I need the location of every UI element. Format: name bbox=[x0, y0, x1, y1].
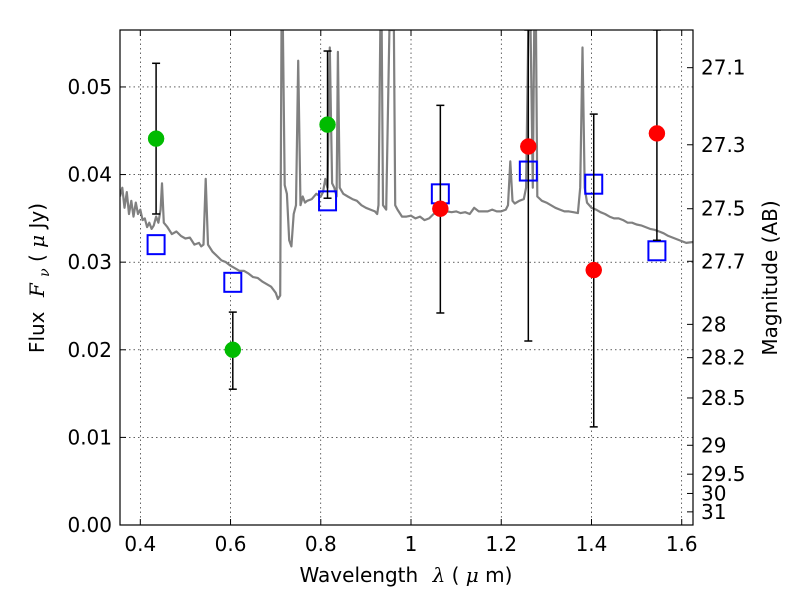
x-tick-label: 0.4 bbox=[124, 532, 156, 556]
y2-tick-label: 28.2 bbox=[701, 346, 746, 370]
y2-tick-label: 29 bbox=[701, 433, 726, 457]
x-tick-label: 1 bbox=[405, 532, 418, 556]
y2-tick-label: 28 bbox=[701, 312, 726, 336]
y2-tick-label: 29.5 bbox=[701, 462, 746, 486]
x-axis-label-text: Wavelength bbox=[300, 563, 419, 587]
nir-point bbox=[648, 125, 666, 142]
y-axis-label-symbol: F bbox=[25, 282, 49, 298]
ticks: 0.4 0.6 0.8 1 1.2 1.4 1.6 0.00 0.01 0.02 0.03 0.04 0… bbox=[67, 30, 746, 556]
y-axis-label-unit-rest: Jy) bbox=[25, 203, 49, 231]
y-tick-label: 0.00 bbox=[67, 513, 112, 537]
y2-tick-label: 31 bbox=[701, 500, 726, 524]
plot-area bbox=[120, 30, 693, 428]
x-axis-label: Wavelength λ ( μ m) bbox=[300, 563, 513, 587]
x-tick-label: 1.2 bbox=[485, 532, 517, 556]
y2-tick-label: 27.1 bbox=[701, 56, 746, 80]
y-tick-label: 0.04 bbox=[67, 163, 112, 187]
spectrum-line bbox=[120, 30, 693, 301]
nir-point bbox=[520, 138, 537, 155]
y-tick-label: 0.02 bbox=[67, 338, 112, 362]
x-tick-label: 0.6 bbox=[215, 532, 247, 556]
y2-tick-label: 27.3 bbox=[701, 133, 746, 157]
x-axis-label-unit-mu: μ bbox=[466, 563, 479, 587]
x-axis-label-unit-rest: m) bbox=[485, 563, 512, 587]
x-tick-label: 0.8 bbox=[305, 532, 337, 556]
y-axis-label-text: Flux bbox=[25, 311, 49, 353]
x-tick-label: 1.6 bbox=[666, 532, 698, 556]
x-tick-label: 1.4 bbox=[576, 532, 608, 556]
model-square bbox=[647, 240, 667, 262]
y2-tick-label: 27.5 bbox=[701, 197, 746, 221]
y-axis-label-subscript: ν bbox=[37, 268, 53, 277]
optical-point bbox=[224, 341, 242, 359]
y-axis-label-unit-open: ( bbox=[25, 254, 49, 262]
y-tick-label: 0.05 bbox=[67, 75, 112, 99]
optical-point bbox=[147, 130, 165, 147]
y-axis-label: Flux F ν ( μ Jy) bbox=[25, 203, 54, 353]
optical-point bbox=[319, 116, 336, 133]
y2-axis-label: Magnitude (AB) bbox=[758, 200, 782, 355]
y-tick-label: 0.03 bbox=[67, 250, 112, 274]
y2-tick-label: 28.5 bbox=[701, 386, 746, 410]
model-square bbox=[146, 234, 166, 256]
grid bbox=[120, 30, 693, 525]
x-axis-label-unit-open: ( bbox=[452, 563, 460, 587]
model-square bbox=[223, 271, 243, 293]
y2-tick-label: 27.7 bbox=[701, 249, 746, 273]
y-tick-label: 0.01 bbox=[67, 425, 112, 449]
nir-point bbox=[432, 200, 449, 217]
y2-tick-label: 30 bbox=[701, 481, 726, 505]
x-axis-label-symbol: λ bbox=[432, 563, 446, 587]
plot-frame bbox=[119, 29, 694, 526]
nir-point bbox=[585, 261, 602, 279]
y-axis-label-unit-mu: μ bbox=[25, 235, 49, 248]
